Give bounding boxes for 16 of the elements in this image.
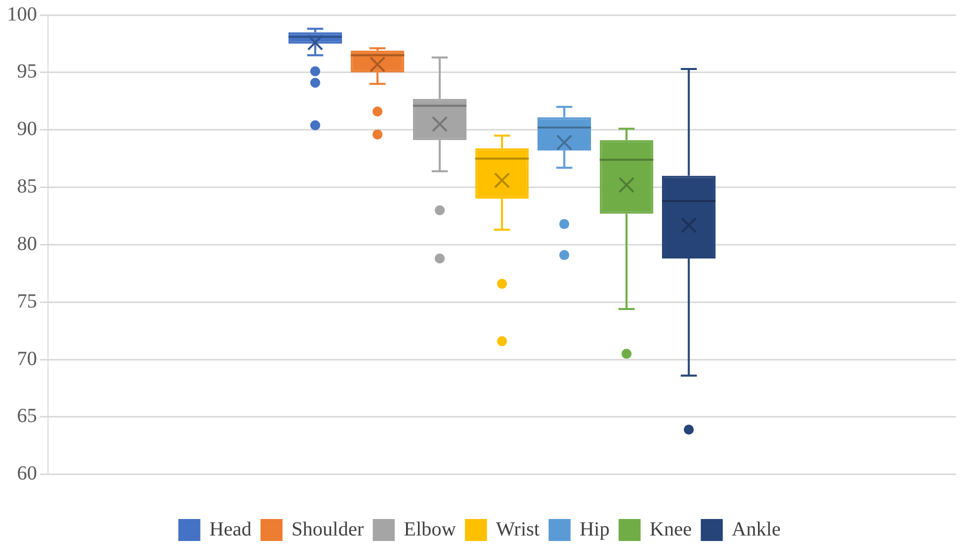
y-tick-label: 75 [17, 290, 37, 312]
legend-label: Elbow [404, 518, 457, 540]
legend-label: Knee [650, 518, 692, 540]
y-tick-label: 80 [17, 232, 37, 255]
y-tick-label: 90 [17, 118, 37, 140]
y-tick-label: 65 [17, 405, 37, 428]
legend-label: Shoulder [292, 518, 364, 540]
y-tick-label: 85 [17, 176, 37, 198]
y-tick-label: 100 [7, 3, 37, 26]
y-tick-label: 70 [17, 348, 37, 370]
legend-label: Ankle [732, 518, 781, 540]
y-tick-label: 95 [17, 60, 37, 83]
y-tick-label: 60 [17, 462, 37, 485]
legend-label: Wrist [496, 518, 540, 540]
legend-label: Hip [580, 518, 610, 540]
legend-label: Head [209, 518, 252, 540]
